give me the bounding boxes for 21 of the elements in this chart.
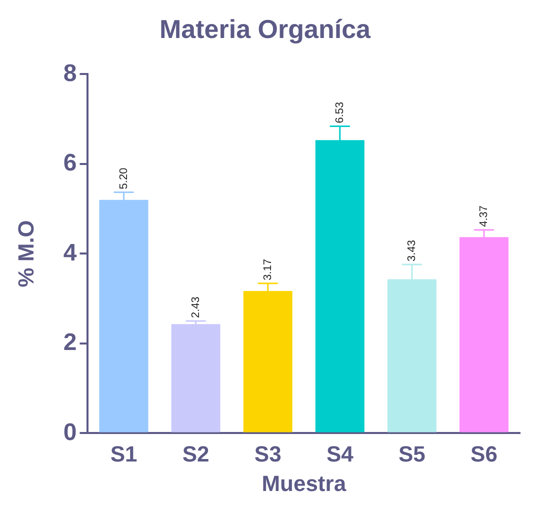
y-tick-label: 2 (63, 329, 77, 356)
x-tick-label: S6 (470, 441, 498, 466)
data-label: 3.17 (262, 258, 274, 280)
data-label: 2.43 (190, 296, 202, 318)
bar (171, 324, 220, 432)
data-label: 6.53 (334, 102, 346, 124)
y-tick-label: 8 (63, 60, 77, 87)
y-tick-label: 6 (63, 150, 77, 177)
y-tick-label: 4 (63, 239, 78, 266)
data-label: 5.20 (118, 168, 130, 190)
data-label: 4.37 (478, 205, 490, 227)
x-tick-label: S5 (398, 441, 426, 466)
data-label: 3.43 (406, 240, 418, 262)
x-axis-title: Muestra (262, 470, 347, 496)
x-tick-label: S4 (326, 441, 354, 466)
x-tick-label: S3 (254, 441, 282, 466)
x-tick-label: S1 (110, 441, 138, 466)
chart-title: Materia Organíca (160, 14, 372, 44)
x-tick-label: S2 (182, 441, 210, 466)
y-tick-label: 0 (63, 418, 77, 446)
y-axis-title: % M.O (13, 220, 38, 288)
